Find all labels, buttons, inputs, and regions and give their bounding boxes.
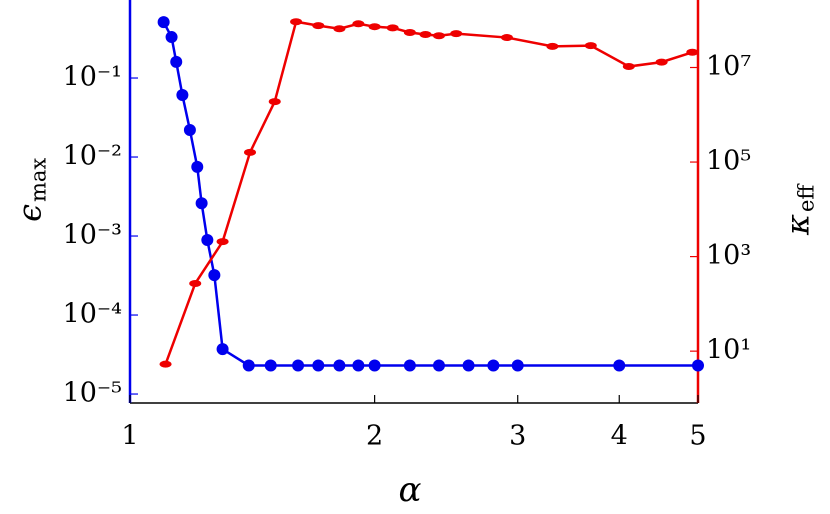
point bbox=[216, 238, 229, 246]
point bbox=[368, 23, 381, 31]
y2-axis-label: κ eff bbox=[779, 183, 819, 236]
point bbox=[290, 18, 303, 26]
point bbox=[500, 34, 513, 42]
point bbox=[692, 359, 704, 372]
point bbox=[201, 234, 214, 247]
point bbox=[622, 63, 635, 71]
point bbox=[613, 359, 626, 372]
point bbox=[487, 359, 500, 372]
point bbox=[686, 48, 699, 56]
point bbox=[462, 359, 475, 372]
point bbox=[216, 343, 229, 356]
point bbox=[170, 55, 183, 68]
point bbox=[292, 359, 305, 372]
point bbox=[183, 123, 196, 136]
y2-tick-label: 10³ bbox=[706, 240, 751, 271]
y2-axis-subscript: eff bbox=[795, 183, 819, 212]
y2-axis-symbol: κ bbox=[779, 214, 817, 236]
series-line bbox=[162, 21, 698, 367]
y-tick-label: 10⁻⁵ bbox=[63, 378, 122, 409]
y2-tick-label: 10⁵ bbox=[706, 146, 751, 177]
point bbox=[195, 197, 208, 210]
point bbox=[432, 359, 445, 372]
x-tick-label: 5 bbox=[689, 421, 706, 452]
y-axis-symbol: ϵ bbox=[11, 204, 49, 222]
x-tick-label: 1 bbox=[121, 421, 138, 452]
point bbox=[208, 269, 221, 282]
point bbox=[432, 32, 445, 40]
point bbox=[584, 42, 597, 50]
x-tick-label: 3 bbox=[509, 421, 526, 452]
point bbox=[403, 29, 416, 37]
x-tick-label: 2 bbox=[366, 421, 383, 452]
point bbox=[333, 359, 346, 372]
y-tick-label: 10⁻³ bbox=[63, 220, 122, 251]
point bbox=[176, 88, 189, 101]
point bbox=[312, 22, 325, 30]
point bbox=[333, 25, 346, 33]
point bbox=[511, 359, 524, 372]
y2-tick-label: 10⁷ bbox=[706, 51, 751, 82]
point bbox=[165, 31, 178, 44]
point bbox=[242, 359, 255, 372]
x-axis-label: α bbox=[399, 470, 422, 510]
y-tick-label: 10⁻¹ bbox=[63, 62, 122, 93]
point bbox=[268, 98, 281, 106]
point bbox=[189, 279, 202, 287]
point bbox=[159, 360, 172, 368]
point bbox=[191, 160, 204, 173]
y-axis-subscript: max bbox=[27, 158, 51, 202]
point bbox=[352, 359, 365, 372]
point bbox=[450, 30, 463, 38]
point bbox=[244, 148, 257, 156]
point bbox=[312, 359, 325, 372]
y2-tick-label: 10¹ bbox=[706, 335, 751, 366]
y-tick-label: 10⁻² bbox=[63, 141, 122, 172]
point bbox=[419, 30, 432, 38]
x-tick-label: 4 bbox=[611, 421, 628, 452]
point bbox=[546, 42, 559, 50]
point bbox=[386, 24, 399, 32]
point bbox=[157, 16, 170, 29]
point bbox=[403, 359, 416, 372]
point bbox=[352, 20, 365, 28]
y-axis-label: ϵ max bbox=[11, 158, 51, 222]
point bbox=[655, 58, 668, 66]
point bbox=[368, 359, 381, 372]
series-line bbox=[164, 20, 693, 365]
point bbox=[264, 359, 277, 372]
y-tick-label: 10⁻⁴ bbox=[63, 299, 122, 330]
